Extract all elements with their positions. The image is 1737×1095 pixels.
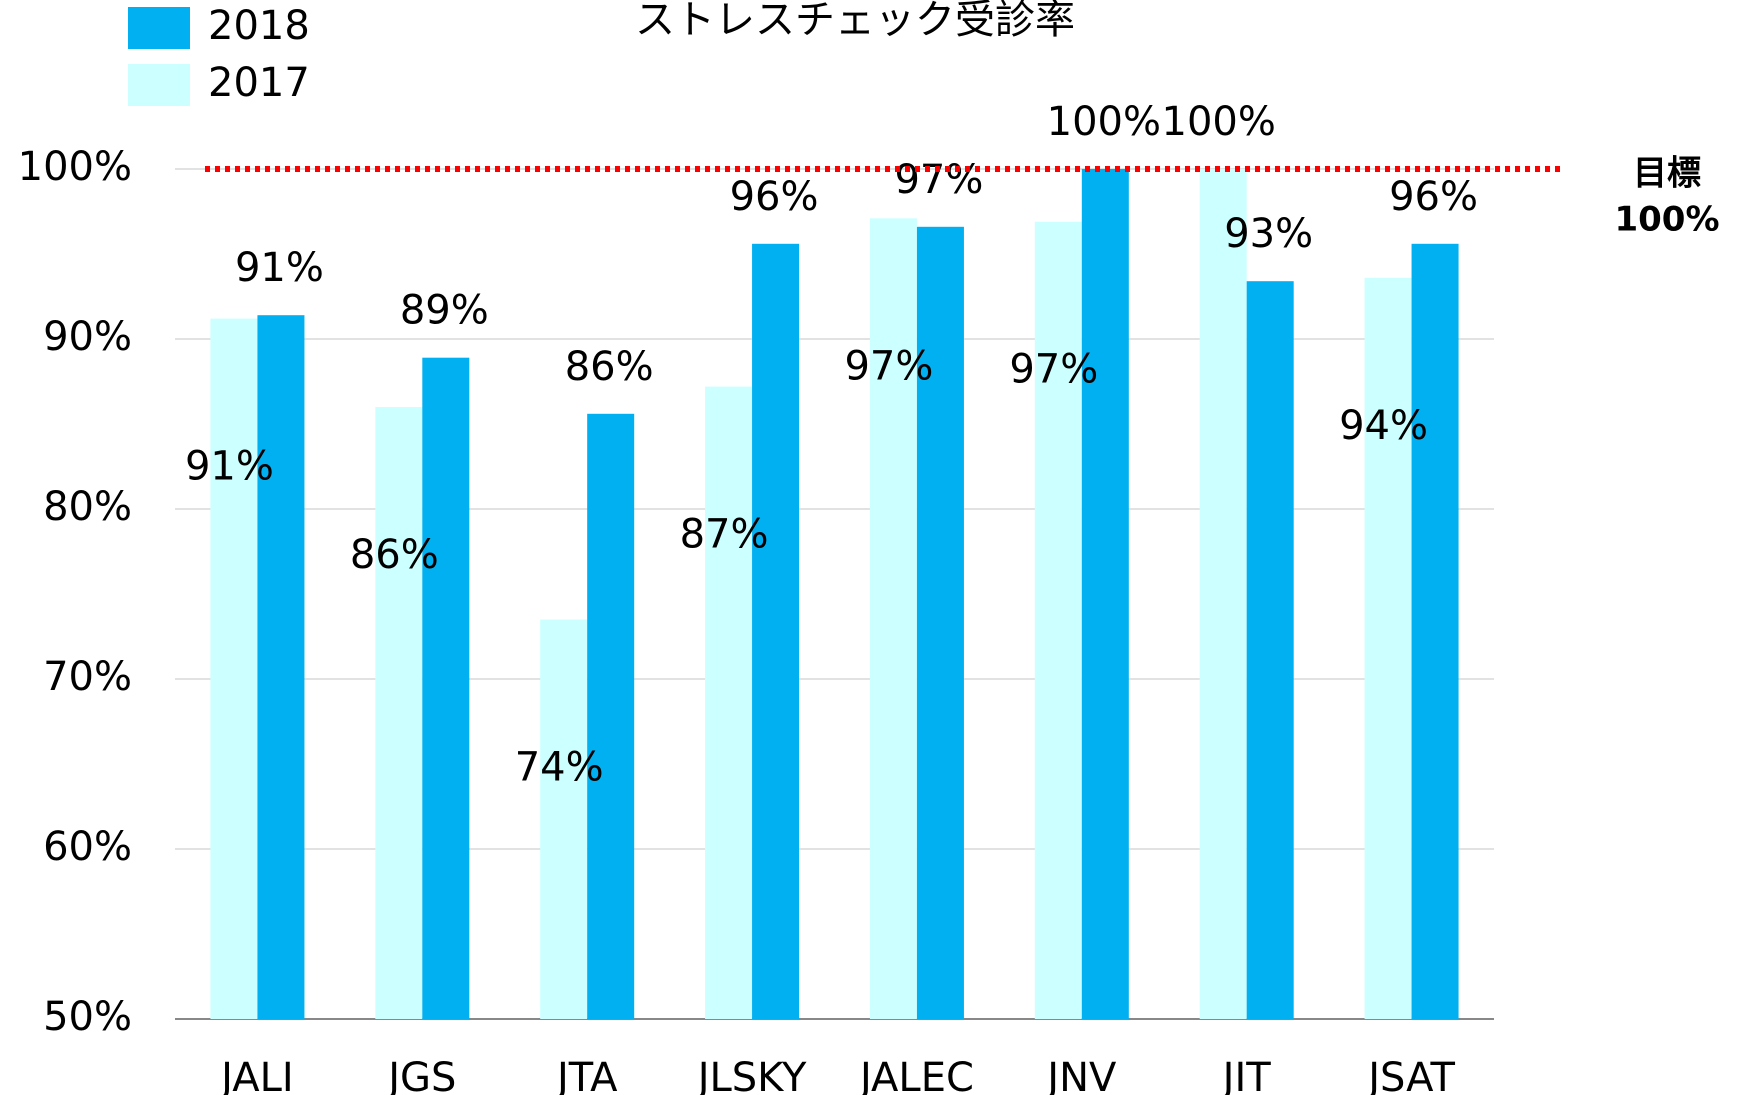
data-label: 96% — [730, 174, 819, 220]
chart-title: ストレスチェック受診率 — [635, 0, 1075, 43]
bar — [422, 357, 470, 1019]
x-tick-label: JALI — [218, 1055, 294, 1095]
bar — [257, 315, 305, 1019]
data-label: 100% — [1162, 99, 1276, 145]
target-label: 目標 — [1633, 154, 1701, 194]
data-label: 74% — [515, 745, 604, 791]
legend-swatch — [128, 7, 190, 49]
bar — [540, 619, 588, 1019]
bar — [1081, 169, 1129, 1019]
data-label: 93% — [1224, 211, 1313, 257]
data-label: 100% — [1047, 99, 1161, 145]
legend-swatch — [128, 64, 190, 106]
data-label: 86% — [565, 344, 654, 390]
data-label: 86% — [350, 532, 439, 578]
y-tick-label: 50% — [43, 994, 132, 1040]
y-tick-label: 100% — [18, 144, 132, 190]
data-label: 96% — [1389, 174, 1478, 220]
data-label: 87% — [680, 512, 769, 558]
bar — [916, 226, 964, 1020]
x-tick-label: JNV — [1044, 1055, 1117, 1095]
x-tick-label: JSAT — [1365, 1055, 1455, 1095]
x-tick-label: JTA — [554, 1055, 618, 1095]
data-label: 91% — [235, 245, 324, 291]
bar — [869, 218, 917, 1020]
legend-label: 2018 — [208, 3, 310, 49]
bar — [210, 318, 258, 1020]
x-tick-label: JGS — [385, 1055, 456, 1095]
y-tick-label: 80% — [43, 484, 132, 530]
data-label: 91% — [185, 444, 274, 490]
x-tick-label: JLSKY — [695, 1055, 807, 1095]
bar — [752, 243, 800, 1020]
y-tick-label: 90% — [43, 314, 132, 360]
y-tick-label: 70% — [43, 654, 132, 700]
bar — [1199, 169, 1247, 1019]
bar — [1034, 221, 1082, 1019]
bar — [587, 413, 635, 1019]
bar — [375, 407, 423, 1019]
x-tick-label: JIT — [1220, 1055, 1272, 1095]
bar — [1411, 243, 1459, 1020]
bar — [1246, 281, 1294, 1019]
bar — [1364, 277, 1412, 1019]
x-tick-label: JALEC — [857, 1055, 974, 1095]
data-label: 97% — [894, 157, 983, 203]
y-tick-label: 60% — [43, 824, 132, 870]
data-label: 97% — [1009, 347, 1098, 393]
bar — [705, 386, 753, 1020]
data-label: 94% — [1339, 403, 1428, 449]
data-label: 89% — [400, 288, 489, 334]
data-label: 97% — [844, 343, 933, 389]
target-label: 100% — [1614, 200, 1719, 240]
legend-label: 2017 — [208, 60, 310, 106]
